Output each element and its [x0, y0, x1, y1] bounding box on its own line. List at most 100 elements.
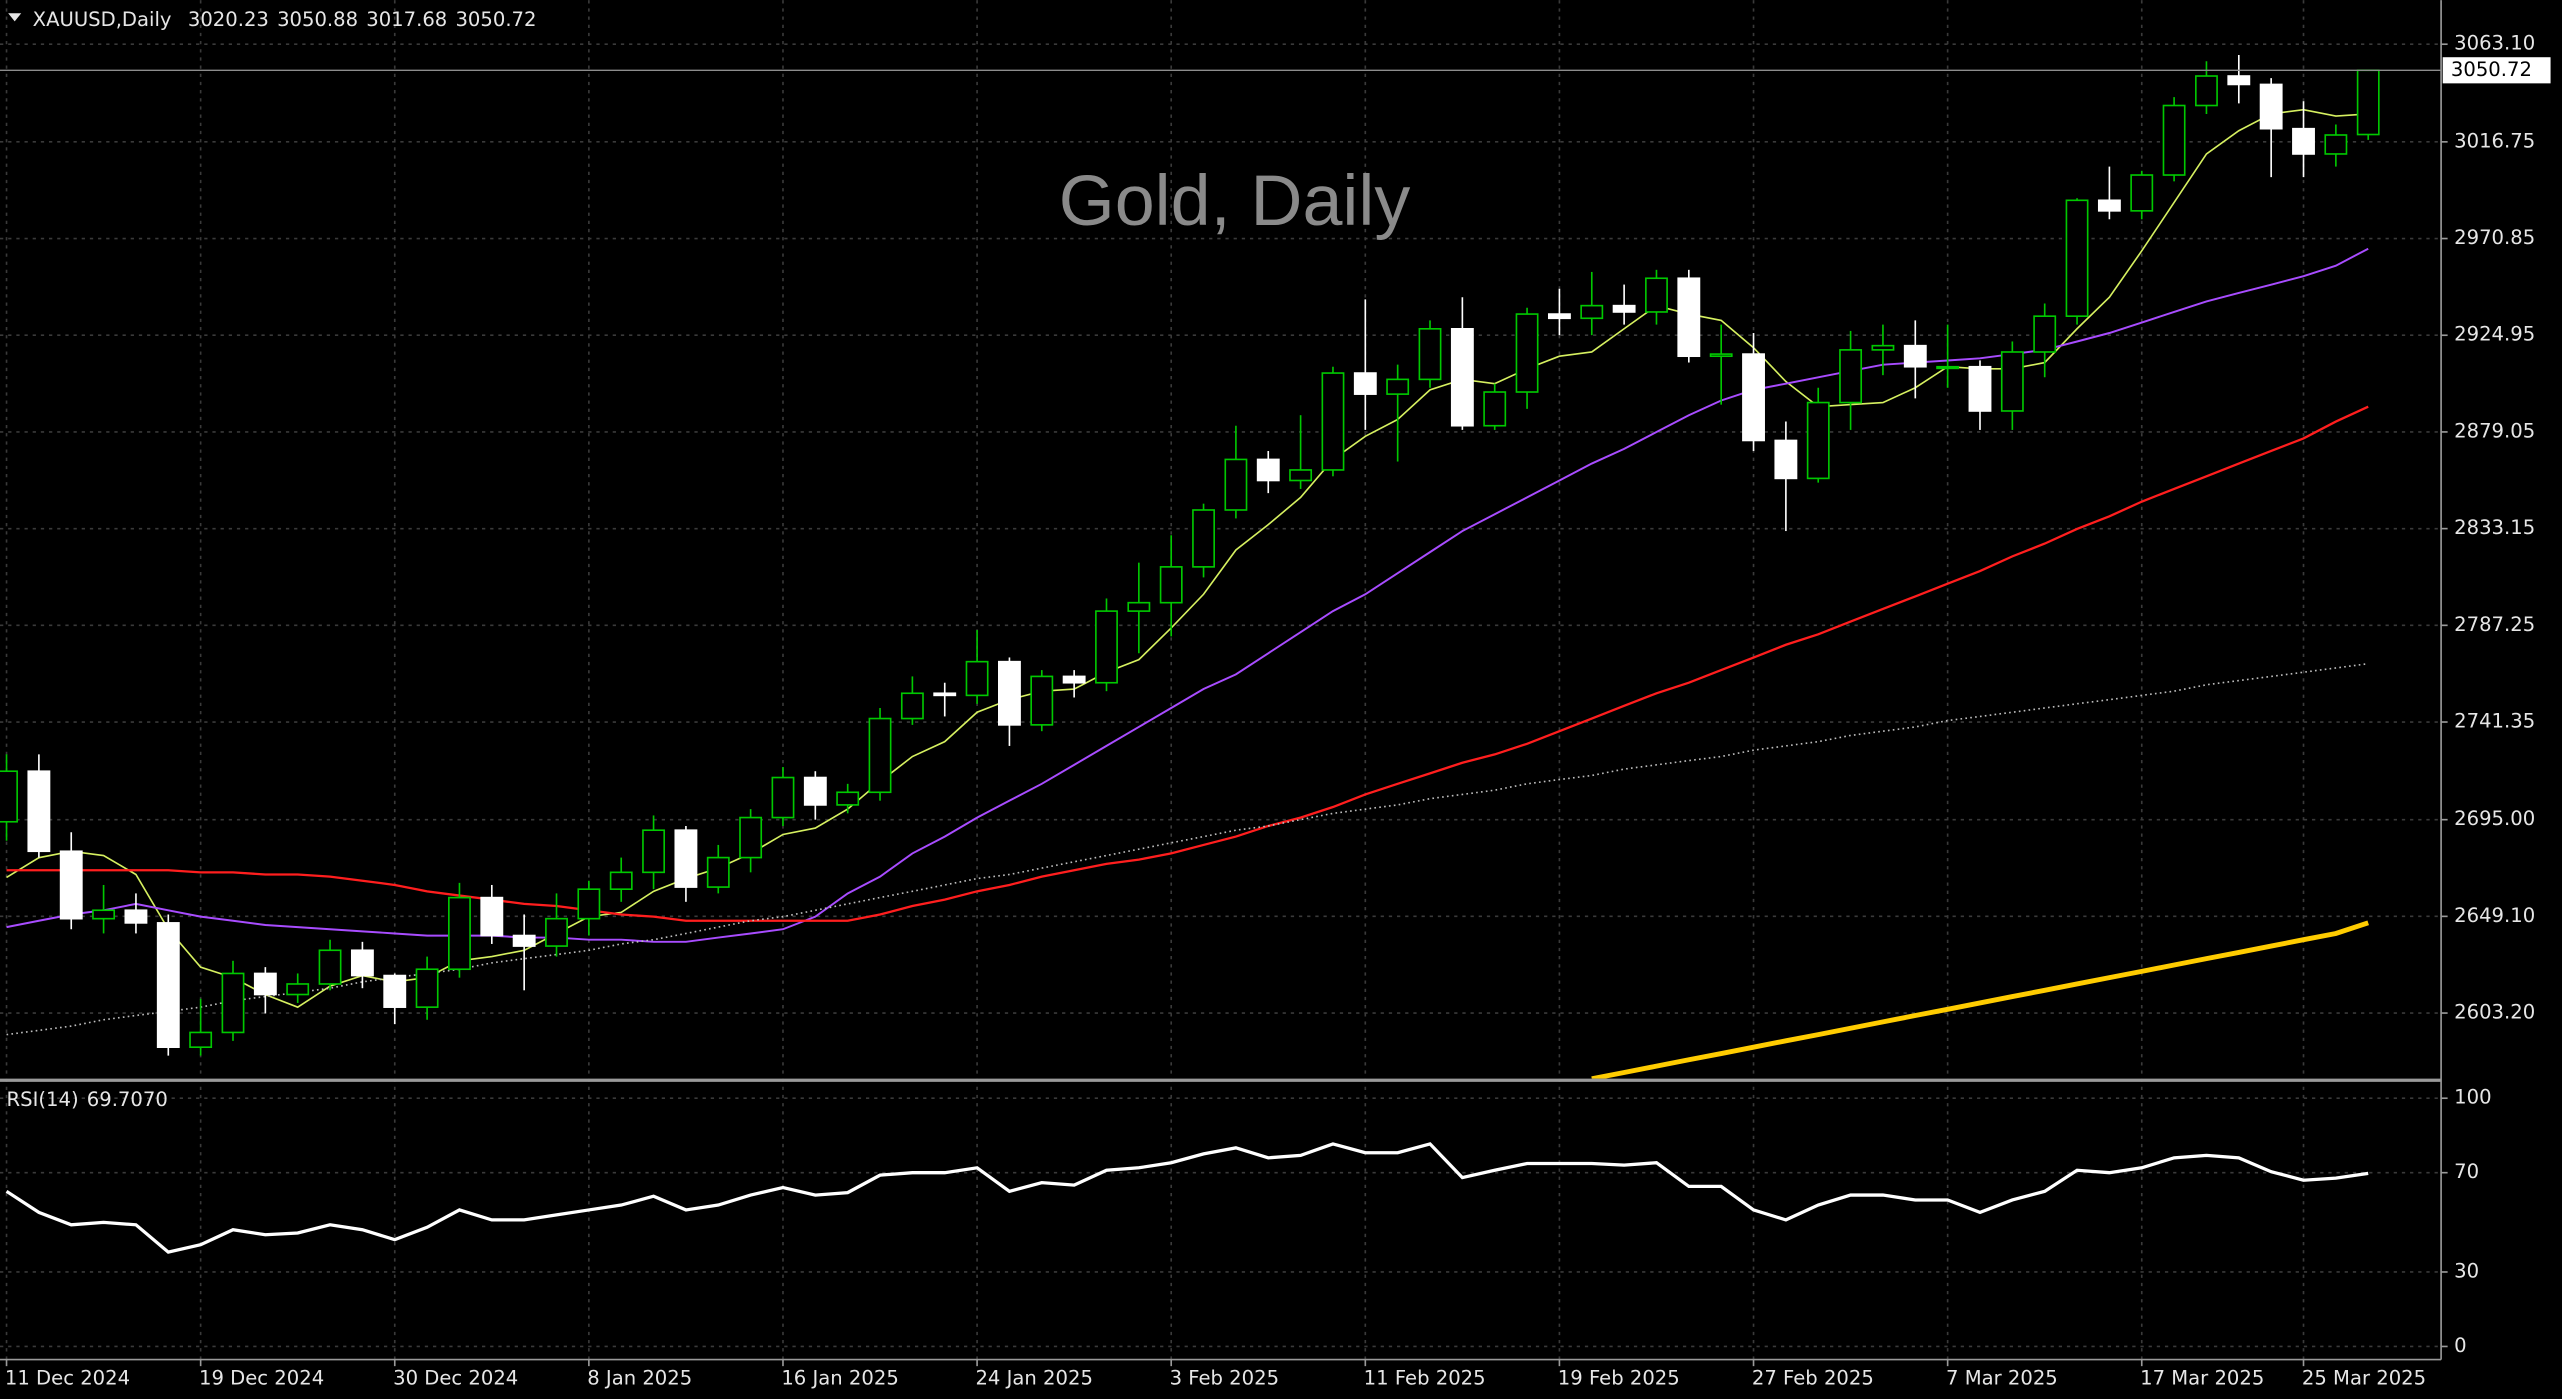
x-tick-label: 27 Feb 2025 — [1752, 1367, 1874, 1390]
x-tick-label: 11 Feb 2025 — [1364, 1367, 1486, 1390]
candle-body — [59, 850, 83, 920]
x-tick-label: 19 Dec 2024 — [199, 1367, 324, 1390]
candle-body — [739, 816, 763, 859]
candle-body — [1677, 277, 1701, 358]
candle-body — [1742, 353, 1765, 442]
candle-body — [1256, 458, 1280, 482]
x-tick-label: 3 Feb 2025 — [1170, 1367, 1279, 1390]
y-tick-label: 2787.25 — [2454, 613, 2535, 636]
candle-body — [286, 983, 310, 996]
rsi-y-tick-label: 0 — [2454, 1334, 2466, 1357]
open-value: 3020.23 — [188, 7, 269, 30]
candle-body — [609, 871, 633, 891]
candle-body — [2130, 174, 2154, 212]
x-tick-label: 19 Feb 2025 — [1558, 1367, 1680, 1390]
candle-body — [415, 968, 439, 1008]
x-tick-label: 25 Mar 2025 — [2302, 1367, 2426, 1390]
candle-body — [480, 896, 504, 937]
candle-body — [156, 922, 180, 1048]
candle-body — [318, 949, 342, 985]
candle-body — [642, 829, 666, 874]
candles — [0, 54, 2380, 1056]
candle-body — [1709, 353, 1733, 358]
candle-body — [1968, 365, 1992, 412]
candle-body — [350, 949, 374, 977]
candle-body — [1289, 469, 1313, 482]
watermark: Gold, Daily — [1059, 161, 1411, 241]
candle-body — [1353, 372, 1377, 395]
candle-body — [448, 896, 471, 971]
x-tick-label: 24 Jan 2025 — [975, 1367, 1092, 1390]
rsi-header: RSI(14) 69.7070 — [7, 1087, 168, 1110]
y-tick-label: 2924.95 — [2454, 323, 2535, 346]
candle-body — [1903, 344, 1927, 368]
header-arrow — [8, 13, 22, 22]
rsi-y-tick-label: 100 — [2454, 1086, 2491, 1109]
candle-body — [1095, 610, 1118, 684]
header: XAUUSD,Daily 3020.23 3050.88 3017.68 3050.72 — [33, 7, 537, 30]
moving-average-line — [6, 405, 2369, 922]
candle-body — [2259, 83, 2283, 130]
x-tick-label: 11 Dec 2024 — [5, 1367, 130, 1390]
candle-body — [2000, 351, 2024, 412]
x-tick-label: 17 Mar 2025 — [2140, 1367, 2264, 1390]
candle-body — [1321, 372, 1345, 471]
candle-body — [1645, 277, 1668, 313]
candle-body — [1224, 458, 1248, 511]
labels: 3063.10 3016.75 2970.85 2924.95 2879.05 2833.… — [5, 32, 2551, 1390]
candle-body — [674, 829, 698, 888]
high-value: 3050.88 — [277, 7, 358, 30]
x-tick-label: 16 Jan 2025 — [781, 1367, 898, 1390]
y-tick-label: 3016.75 — [2454, 129, 2535, 152]
candle-body — [2195, 75, 2218, 107]
candle-body — [545, 917, 568, 947]
candle-body — [2097, 199, 2121, 212]
candle-body — [253, 972, 277, 996]
axes — [0, 0, 2448, 1367]
candle-body — [1806, 401, 1830, 480]
candle-body — [1774, 439, 1798, 480]
moving-average-line — [1591, 920, 2369, 1079]
candle-body — [2324, 134, 2348, 155]
candle-body — [577, 888, 601, 920]
candle-body — [1418, 327, 1442, 381]
candle-body — [1580, 304, 1604, 320]
close-value: 3050.72 — [455, 7, 536, 30]
price-box — [2442, 57, 2551, 84]
candle-body — [124, 909, 148, 924]
candle-body — [1483, 391, 1507, 427]
candle-body — [1159, 566, 1183, 604]
x-tick-label: 8 Jan 2025 — [587, 1367, 692, 1390]
candle-body — [706, 856, 730, 888]
y-tick-label: 2970.85 — [2454, 226, 2535, 249]
candle-body — [803, 776, 827, 806]
candle-body — [1192, 509, 1215, 568]
candle-body — [1515, 313, 1539, 393]
candle-body — [189, 1031, 213, 1048]
candle-body — [1030, 675, 1054, 726]
y-tick-label: 2695.00 — [2454, 807, 2535, 830]
candle-body — [771, 776, 795, 819]
candle-body — [1612, 304, 1636, 313]
symbol: XAUUSD,Daily — [33, 7, 172, 30]
y-tick-label: 2833.15 — [2454, 516, 2535, 539]
candle-body — [1386, 378, 1410, 395]
candle-body — [2033, 315, 2057, 353]
candle-body — [221, 972, 245, 1034]
candle-body — [868, 717, 892, 794]
candle-body — [2065, 199, 2089, 317]
candle-body — [0, 770, 18, 823]
rsi-title: RSI(14) — [7, 1087, 79, 1110]
candle-body — [27, 770, 51, 853]
rsi-current: 69.7070 — [87, 1087, 168, 1110]
price-box-label: 3050.72 — [2451, 58, 2532, 81]
candle-body — [1547, 313, 1571, 320]
x-tick-label: 7 Mar 2025 — [1946, 1367, 2058, 1390]
candle-body — [965, 660, 989, 697]
y-tick-label: 3063.10 — [2454, 32, 2535, 55]
candle-body — [1936, 365, 1960, 370]
y-tick-label: 2649.10 — [2454, 904, 2535, 927]
candle-body — [998, 660, 1021, 726]
y-tick-label: 2879.05 — [2454, 419, 2535, 442]
